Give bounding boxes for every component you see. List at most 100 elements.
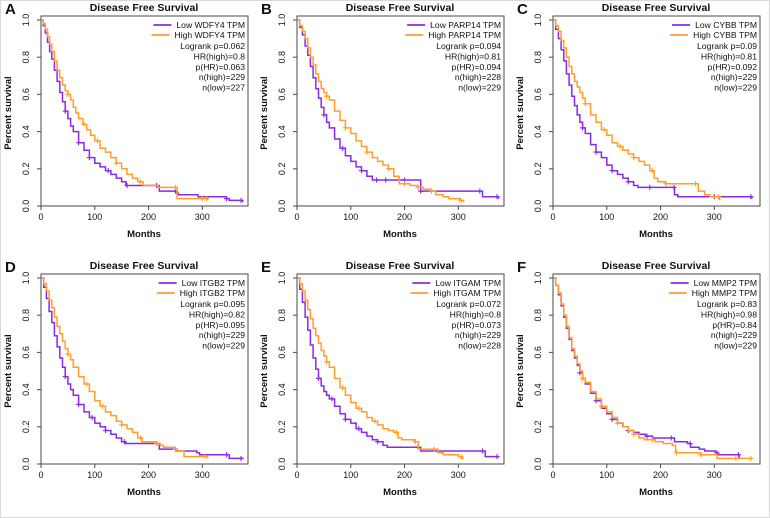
stat-line: n(low)=229 [202,341,245,351]
survival-curve-high [297,277,464,460]
stat-line: HR(high)=0.98 [701,309,757,319]
survival-curve-high [41,277,209,459]
y-tick-label: 0.8 [21,309,31,322]
plot-frame [296,15,505,207]
plot-frame [40,273,249,465]
x-tick-label: 200 [141,470,156,480]
plot-frame [296,273,505,465]
plot-area: 0 100 200 300 0.0 0.2 0.4 0.6 0.8 1.0 Low ITGB2 TP… [21,272,249,480]
y-tick-label: 0.8 [21,51,31,64]
x-tick-label: 200 [653,212,668,222]
stat-line: Logrank p=0.094 [436,41,501,51]
stat-line: n(low)=229 [714,341,757,351]
stat-line: n(high)=229 [455,330,501,340]
y-axis-label: Percent survival [259,76,270,149]
survival-curve-high [553,277,752,460]
panel-letter: B [261,1,272,18]
plot-title: Disease Free Survival [602,2,711,14]
legend-label-high: High CYBB TPM [693,30,757,40]
stat-line: p(HR)=0.094 [452,62,502,72]
x-tick-label: 300 [451,470,466,480]
plot-title: Disease Free Survival [90,260,199,272]
y-tick-label: 0.2 [277,421,287,434]
stat-line: n(high)=229 [199,72,245,82]
x-tick-label: 300 [195,212,210,222]
y-tick-label: 1.0 [21,272,31,285]
y-axis-label: Percent survival [259,334,270,407]
y-tick-label: 0.2 [533,421,543,434]
stat-line: HR(high)=0.81 [445,51,501,61]
y-tick-label: 0.2 [277,163,287,176]
y-axis-label: Percent survival [515,76,526,149]
stat-line: n(high)=229 [711,330,757,340]
y-tick-label: 0.8 [277,309,287,322]
stat-line: HR(high)=0.8 [194,51,246,61]
stat-line: Logrank p=0.062 [180,41,245,51]
stat-line: p(HR)=0.095 [196,320,246,330]
panel-letter: A [5,1,16,18]
legend-label-low: Low CYBB TPM [695,20,757,30]
stat-line: n(low)=227 [202,83,245,93]
x-tick-label: 300 [707,470,722,480]
km-panel: D Disease Free Survival 0 100 200 300 0.0 0.2… [1,259,257,517]
plot-area: 0 100 200 300 0.0 0.2 0.4 0.6 0.8 1.0 Low MMP2 TPM… [533,272,761,480]
y-tick-label: 0.6 [533,346,543,359]
plot-area: 0 100 200 300 0.0 0.2 0.4 0.6 0.8 1.0 Low CYBB TPM… [533,14,761,222]
y-tick-label: 0.2 [21,163,31,176]
stat-line: Logrank p=0.095 [180,299,245,309]
y-tick-label: 1.0 [277,14,287,27]
x-tick-label: 0 [294,212,299,222]
stat-line: Logrank p=0.072 [436,299,501,309]
legend-label-low: Low MMP2 TPM [694,278,757,288]
y-tick-label: 0.6 [21,88,31,101]
stat-line: n(low)=229 [714,83,757,93]
stat-line: p(HR)=0.84 [712,320,757,330]
x-tick-label: 0 [38,470,43,480]
x-tick-label: 0 [550,212,555,222]
y-tick-label: 0.0 [277,200,287,213]
x-tick-label: 300 [707,212,722,222]
x-tick-label: 200 [397,212,412,222]
stat-line: n(high)=228 [455,72,501,82]
y-tick-label: 1.0 [277,272,287,285]
stat-line: n(low)=229 [458,83,501,93]
y-tick-label: 0.4 [277,383,287,396]
km-plot-svg: D Disease Free Survival 0 100 200 300 0.0 0.2… [3,259,249,498]
y-axis-label: Percent survival [515,334,526,407]
y-tick-label: 0.0 [533,200,543,213]
x-axis-label: Months [639,487,673,498]
km-plot-svg: E Disease Free Survival 0 100 200 300 0.0 0.2… [259,259,505,498]
y-tick-label: 1.0 [533,272,543,285]
panel-letter: F [517,259,526,276]
stat-line: Logrank p=0.09 [697,41,757,51]
stat-line: HR(high)=0.82 [189,309,245,319]
plot-title: Disease Free Survival [90,2,199,14]
legend-label-high: High ITGAM TPM [433,288,501,298]
stat-line: HR(high)=0.8 [450,309,502,319]
legend-label-high: High WDFY4 TPM [174,30,245,40]
km-panel: C Disease Free Survival 0 100 200 300 0.0 0.2… [513,1,769,259]
y-tick-label: 0.8 [277,51,287,64]
y-tick-label: 0.8 [533,51,543,64]
x-tick-label: 300 [195,470,210,480]
legend-label-low: Low PARP14 TPM [430,20,501,30]
legend-label-high: High PARP14 TPM [428,30,501,40]
km-plot-svg: B Disease Free Survival 0 100 200 300 0.0 0.2… [259,1,505,240]
y-tick-label: 0.0 [21,200,31,213]
x-tick-label: 100 [343,470,358,480]
km-plot-svg: C Disease Free Survival 0 100 200 300 0.0 0.2… [515,1,761,240]
panel-letter: C [517,1,528,18]
km-panel: B Disease Free Survival 0 100 200 300 0.0 0.2… [257,1,513,259]
y-tick-label: 0.8 [533,309,543,322]
plot-frame [552,15,761,207]
y-tick-label: 0.4 [277,125,287,138]
stat-line: n(high)=229 [711,72,757,82]
x-tick-label: 200 [141,212,156,222]
survival-curve-low [297,19,500,199]
stat-line: p(HR)=0.092 [708,62,758,72]
y-tick-label: 1.0 [533,14,543,27]
plot-area: 0 100 200 300 0.0 0.2 0.4 0.6 0.8 1.0 Low PARP14 T… [277,14,505,222]
km-panel: E Disease Free Survival 0 100 200 300 0.0 0.2… [257,259,513,517]
